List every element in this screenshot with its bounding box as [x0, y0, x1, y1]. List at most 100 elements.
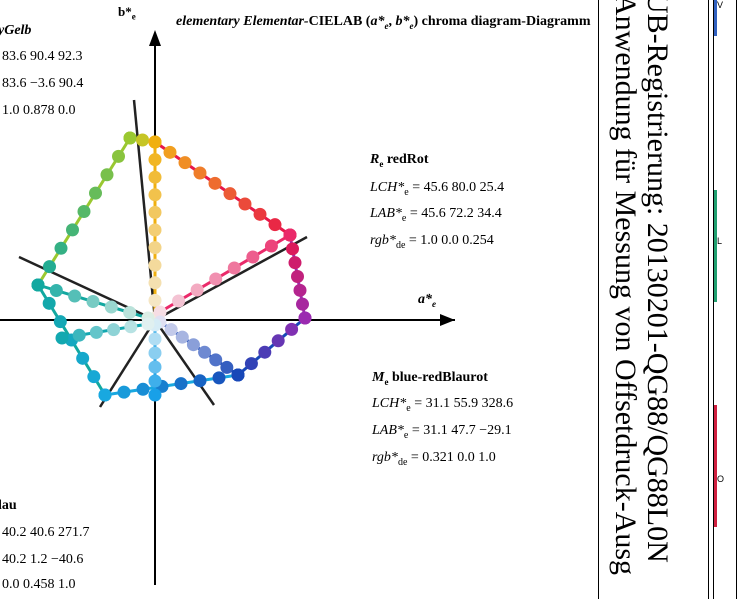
yellow-red-dot	[223, 187, 237, 201]
green-ray-dot	[104, 300, 118, 314]
a-axis-label: a*e	[418, 292, 436, 309]
green-ray-dot	[31, 278, 45, 292]
yellow-lch-values: 83.6 90.4 92.3	[2, 49, 83, 64]
yellow-block-name: yGelb	[0, 23, 32, 38]
teal-ray-dot	[89, 325, 103, 339]
teal-ray-dot	[107, 323, 121, 337]
magenta-blue-dot	[298, 311, 312, 325]
yellow-ray-dot	[148, 258, 162, 272]
red-rgb-values: rgb*de = 1.0 0.0 0.254	[370, 233, 494, 251]
marker-l	[714, 190, 717, 302]
teal-ray-dot	[141, 317, 155, 331]
red-block-name: Re redRot	[370, 152, 429, 169]
hue-line	[154, 235, 308, 322]
green-ray-dot	[123, 306, 137, 319]
yellow-ray-dot	[148, 223, 162, 237]
red-ray-dot	[209, 272, 223, 286]
green-ray-dot	[68, 289, 82, 303]
red-ray-dot	[190, 283, 204, 297]
b-axis-label: b*e	[118, 4, 136, 22]
magenta-blue-dot	[244, 357, 258, 371]
marker-o	[714, 405, 717, 527]
red-magenta-dot	[286, 242, 299, 256]
red-magenta-dot	[293, 283, 307, 297]
magenta-lch-values: LCH*e = 31.1 55.9 328.6	[372, 396, 514, 414]
magenta-blue-dot	[258, 345, 272, 359]
yellow-red-curve	[154, 140, 291, 237]
marker-v	[714, 0, 717, 36]
green-ray-dot	[86, 295, 100, 308]
green-yellow-dot	[54, 241, 68, 255]
cyan-ray-dot	[148, 332, 162, 346]
blue-ray-dot	[186, 338, 200, 352]
blue-cyan-dot	[212, 371, 226, 385]
cyan-ray-dot	[148, 388, 162, 402]
red-lab-values: LAB*e = 45.6 72.2 34.4	[370, 206, 502, 224]
blue-cyan-dot	[174, 377, 188, 391]
red-ray-dot	[283, 228, 297, 242]
label-l: L	[717, 236, 723, 246]
right-panel: UB-Registrierung: 20130201-QG88/QG88L0N …	[598, 0, 742, 599]
yellow-red-dot	[193, 166, 207, 180]
green-yellow-dot	[43, 260, 56, 274]
registration-text: UB-Registrierung: 20130201-QG88/QG88L0N	[641, 0, 674, 563]
green-yellow-dot	[112, 149, 125, 163]
blue-lch-values: 40.2 40.6 271.7	[2, 525, 90, 540]
panel-rule-3	[713, 0, 714, 599]
hue-line	[153, 319, 216, 406]
label-o: O	[717, 474, 725, 484]
cyan-green-dot	[53, 315, 67, 329]
yellow-ray-dot	[148, 205, 162, 219]
yellow-red-dot	[208, 176, 222, 190]
yellow-red-dot	[238, 197, 252, 211]
yellow-red-dot	[268, 218, 282, 232]
teal-ray-dot	[124, 320, 138, 334]
red-magenta-dot	[296, 297, 309, 311]
cyan-green-dot	[42, 296, 56, 310]
yellow-lab-values: 83.6 −3.6 90.4	[2, 76, 84, 91]
yellow-close-dot	[123, 131, 137, 145]
label-v: V	[717, 0, 724, 10]
magenta-blue-dot	[271, 334, 285, 348]
red-ray-dot	[246, 250, 260, 264]
yellow-ray-dot	[148, 153, 162, 167]
green-yellow-dot	[100, 168, 114, 182]
red-ray-dot	[172, 294, 186, 308]
yellow-ray-dot	[148, 135, 162, 149]
red-lch-values: LCH*e = 45.6 80.0 25.4	[370, 180, 505, 198]
a-axis-arrow	[440, 314, 455, 326]
yellow-red-dot	[253, 207, 267, 221]
blue-ray-dot	[209, 353, 223, 367]
magenta-rgb-values: rgb*de = 0.321 0.0 1.0	[372, 450, 496, 468]
cyan-green-dot	[76, 351, 90, 365]
blue-ray-dot	[175, 330, 189, 344]
cyan-ray-dot	[148, 360, 162, 374]
cyan-green-dot	[98, 388, 112, 402]
panel-rule-4	[736, 0, 737, 599]
red-ray-dot	[153, 305, 167, 319]
yellow-ray-dot	[148, 241, 162, 255]
blue-ray-dot	[164, 323, 178, 337]
magenta-block-name: Me blue-redBlaurot	[372, 370, 488, 387]
blue-cyan-dot	[136, 382, 150, 396]
panel-rule-2	[708, 0, 709, 599]
cyan-green-dot	[87, 370, 101, 384]
red-magenta-dot	[288, 256, 302, 270]
yellow-ray-dot	[148, 170, 162, 184]
yellow-red-dot	[163, 145, 177, 159]
color-dots	[31, 131, 312, 402]
teal-ray-dot	[72, 328, 86, 342]
b-axis-arrow	[149, 30, 161, 46]
blue-ray-dot	[231, 368, 245, 382]
red-ray-dot	[227, 261, 241, 275]
yellow-red-dot	[178, 156, 192, 170]
application-text: Anwendung für Messung von Offsetdruck-Au…	[609, 0, 642, 576]
teal-ray-dot	[55, 331, 69, 345]
blue-cyan-dot	[193, 374, 207, 388]
yellow-ray-dot	[148, 188, 162, 202]
blue-ray-dot	[198, 345, 212, 359]
green-yellow-dot	[89, 186, 102, 200]
panel-rule-1	[598, 0, 599, 599]
cyan-ray-dot	[148, 374, 162, 388]
yellow-rgb-values: 1.0 0.878 0.0	[2, 103, 76, 118]
